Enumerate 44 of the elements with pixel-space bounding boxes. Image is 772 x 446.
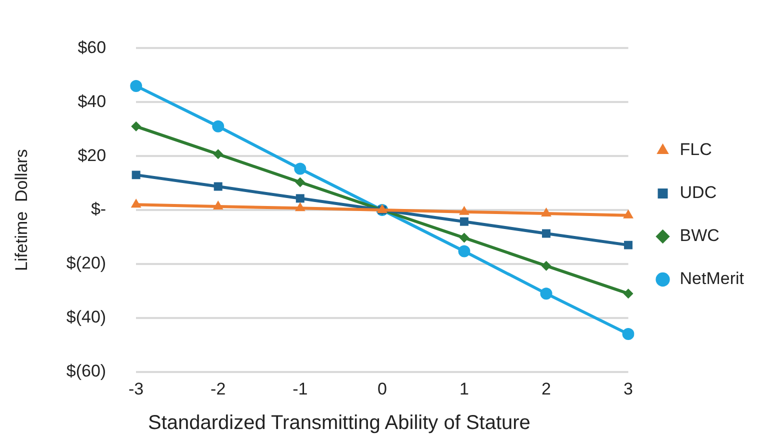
x-tick-label: 3 [624,380,634,399]
point [131,121,142,132]
point [295,177,306,188]
y-tick-label: $40 [78,92,106,111]
point [622,328,634,340]
point [459,232,470,243]
point [212,120,224,132]
point [459,206,470,215]
x-axis-title: Standardized Transmitting Ability of Stature [148,412,532,435]
legend-label: BWC [680,226,720,246]
y-tick-label: $20 [78,146,106,165]
point [540,288,552,300]
y-tick-label: $- [90,200,106,219]
point [542,229,550,238]
y-axis-title: Lifetime Dollars [12,149,31,271]
point [296,194,304,203]
point [213,149,224,160]
x-tick-label: -2 [210,380,226,399]
x-tick-label: 1 [459,380,469,399]
point [623,288,634,299]
point [294,202,306,212]
x-tick-label: -3 [128,380,144,399]
point [623,209,634,218]
point [624,240,633,250]
y-tick-label: $60 [78,38,106,57]
x-tick-label: 2 [542,380,551,399]
point [132,170,140,180]
y-tick-label: $(40) [66,308,106,327]
point [212,200,224,210]
point [458,245,470,258]
x-tick-label: -1 [292,380,308,399]
point [214,182,222,191]
legend-label: NetMerit [680,269,744,288]
legend-label: UDC [680,183,717,202]
y-tick-label: $(20) [66,254,106,273]
x-tick-label: 0 [377,380,387,399]
y-tick-label: $(60) [66,361,106,380]
point [294,162,306,175]
point [541,208,552,217]
point [460,217,468,226]
point [130,198,142,208]
legend-label: FLC [680,140,712,160]
point [130,80,142,92]
point [541,260,552,271]
